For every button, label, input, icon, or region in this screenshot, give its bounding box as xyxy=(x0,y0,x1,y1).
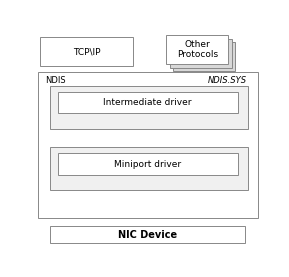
Bar xyxy=(50,226,245,243)
Text: Other
Protocols: Other Protocols xyxy=(177,40,218,59)
Bar xyxy=(170,39,232,68)
Bar xyxy=(173,42,235,71)
Text: NDIS.SYS: NDIS.SYS xyxy=(208,76,247,86)
Text: NIC Device: NIC Device xyxy=(118,230,177,240)
Bar xyxy=(40,37,133,66)
Bar xyxy=(38,72,258,218)
Bar xyxy=(50,147,248,190)
Text: NDIS: NDIS xyxy=(45,76,66,86)
Text: Intermediate driver: Intermediate driver xyxy=(103,98,192,107)
Bar xyxy=(50,86,248,129)
Bar xyxy=(58,153,238,175)
Bar xyxy=(58,92,238,113)
Bar xyxy=(166,35,228,64)
Text: TCP\IP: TCP\IP xyxy=(73,47,100,56)
Text: Miniport driver: Miniport driver xyxy=(114,160,181,169)
